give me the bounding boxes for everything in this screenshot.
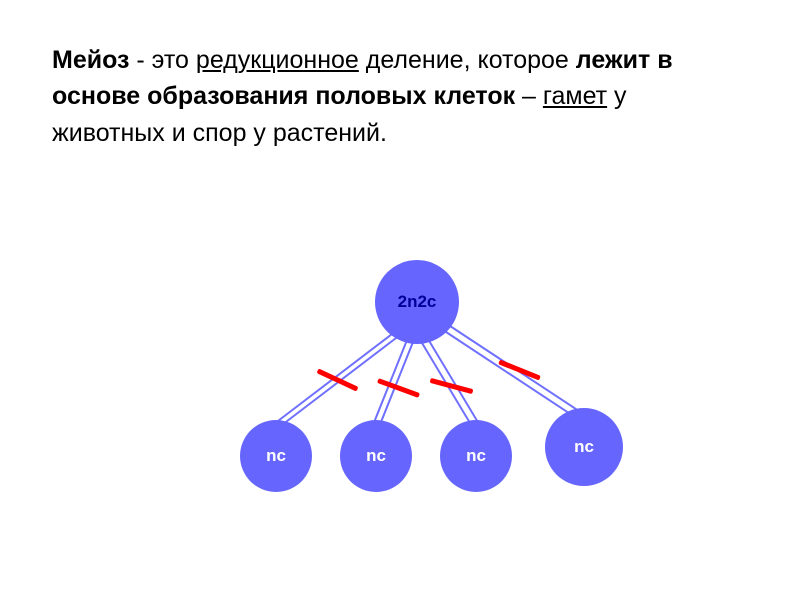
text-part: деление, которое [359,46,576,74]
child-cell: nc [240,420,312,492]
child-cell: nc [545,408,623,486]
parent-cell: 2n2c [375,260,459,344]
text-part: - это [129,46,195,74]
underlined-word: редукционное [196,46,359,74]
term: Мейоз [52,46,129,74]
definition-text: Мейоз - это редукционное деление, которо… [52,42,732,151]
child-cell: nc [340,420,412,492]
meiosis-diagram: 2n2cncncncnc [200,260,640,540]
edge-line [443,329,579,420]
text-part: – [515,82,543,110]
child-cell: nc [440,420,512,492]
underlined-word: гамет [543,82,607,110]
